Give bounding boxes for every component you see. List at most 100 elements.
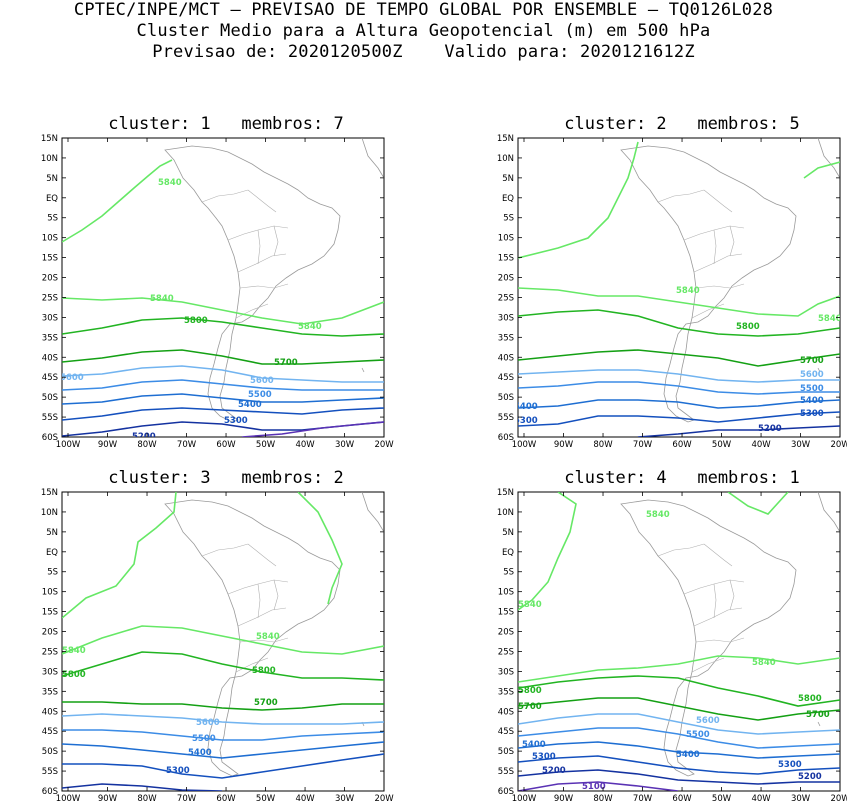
country-border [235,303,269,319]
contour-label: 5700 [800,356,824,366]
contour-5800 [62,317,384,337]
country-border [691,303,725,319]
lat-tick-label: 5N [46,528,58,538]
country-border [693,253,743,273]
lat-tick-label: 15N [497,488,514,498]
country-border [247,189,277,213]
contour-label: 5400 [238,400,262,410]
contour-5840 [62,159,173,243]
contour-5300 [518,755,840,775]
lon-tick-label: 90W [554,794,574,804]
contour-label: 5700 [274,358,298,368]
lon-tick-label: 30W [791,440,811,450]
contour-label: 5500 [800,384,824,394]
panel-4-map: 5840 5840 5840 5800 5800 5700 5700 5600 5500 5400… [497,488,847,804]
contour-5200 [518,769,840,785]
contour-5840 [518,141,639,259]
lat-tick-label: 15N [497,134,514,144]
panel-2-map: 5840 5840 5800 5700 5600 5500 5400 5400 5300 5300… [497,134,847,450]
plot-frame [61,491,385,792]
contour-label: 5600 [196,718,220,728]
country-border [657,189,705,203]
lon-tick-label: 50W [712,794,732,804]
lat-tick-label: 5N [46,174,58,184]
lat-tick-label: 45S [42,727,58,737]
contour-label: 5840 [158,178,182,188]
lat-tick-label: 45S [498,373,514,383]
lat-tick-label: 15S [498,254,514,264]
lon-tick-label: 90W [554,440,574,450]
contour-5600 [62,365,384,383]
lat-tick-label: 60S [498,433,514,443]
lat-tick-label: 45S [498,727,514,737]
lat-tick-label: 15S [498,608,514,618]
lat-tick-label: 25S [42,293,58,303]
country-border [257,583,261,619]
lat-tick-label: 15S [42,608,58,618]
contour-5500 [518,727,840,749]
country-border [201,189,249,203]
contour-label: 5840 [676,286,700,296]
contour-5700 [62,701,384,711]
panel-3-map: 5840 5840 5800 5800 5700 5600 5500 5400 5300 15N 1… [41,488,394,804]
country-border [273,579,279,611]
country-border [237,607,287,627]
contour-label: 5400 [800,396,824,406]
plot-frame [61,137,385,438]
contour-5400 [518,741,840,759]
contour-label: 5840 [150,294,174,304]
contour-5800 [518,675,840,707]
lat-tick-label: 30S [42,313,58,323]
country-border [247,543,277,567]
contour-5840 [803,161,840,179]
header-subtitle: Cluster Medio para a Altura Geopotencial… [136,21,711,41]
lat-tick-label: 10N [41,154,58,164]
contour-label: 5700 [806,710,830,720]
lat-tick-label: 40S [42,353,58,363]
lon-tick-label: 60W [216,794,236,804]
contour-label: 5200 [132,432,156,442]
country-border [237,253,287,273]
contour-5200 [637,425,840,437]
lat-tick-label: 35S [498,687,514,697]
lat-tick-label: 25S [498,293,514,303]
contour-label: 5400 [522,740,546,750]
country-border [713,583,717,619]
lat-tick-label: 15N [41,134,58,144]
lat-tick-label: 60S [498,787,514,797]
lat-tick-label: 20S [498,628,514,638]
lon-tick-label: 70W [177,440,197,450]
panel-2-title: cluster: 2 membros: 5 [564,114,800,134]
contour-label: 5300 [778,760,802,770]
coastline [620,499,797,777]
lat-tick-label: 5S [47,214,58,224]
lat-tick-label: 50S [498,393,514,403]
lon-tick-label: 60W [672,794,692,804]
contour-5840 [62,492,177,619]
lat-tick-label: 5N [502,528,514,538]
lat-tick-label: 5S [47,568,58,578]
lon-tick-label: 40W [751,440,771,450]
lat-tick-label: 55S [498,413,514,423]
lat-tick-label: 10S [498,588,514,598]
contour-5300 [518,411,840,427]
lat-tick-label: 10N [41,508,58,518]
lat-tick-label: 40S [498,353,514,363]
lat-tick-label: EQ [502,548,514,558]
contour-label: 5200 [798,772,822,782]
contour-5840 [62,625,384,655]
lat-tick-label: 50S [42,747,58,757]
panel-1-title: cluster: 1 membros: 7 [108,114,344,134]
contour-label: 5600 [250,376,274,386]
lat-tick-label: 10N [497,508,514,518]
contour-label: 5400 [514,402,538,412]
lon-tick-label: 70W [177,794,197,804]
contour-label: 5300 [166,766,190,776]
contour-label: 5100 [582,782,606,792]
contour-5700 [518,349,840,367]
country-border [691,657,725,673]
contour-label: 5800 [252,666,276,676]
lon-tick-label: 20W [830,440,847,450]
contour-label: 5700 [254,698,278,708]
header-title: CPTEC/INPE/MCT — PREVISAO DE TEMPO GLOBA… [73,0,774,20]
